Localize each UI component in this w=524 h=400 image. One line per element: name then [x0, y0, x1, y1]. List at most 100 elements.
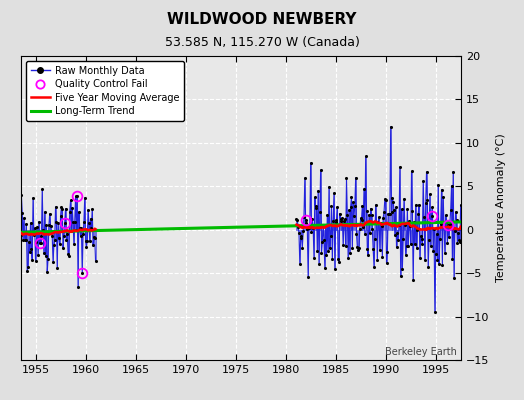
Point	[452, 216, 461, 223]
Point	[449, 168, 457, 175]
Point	[301, 175, 309, 181]
Text: WILDWOOD NEWBERY: WILDWOOD NEWBERY	[167, 12, 357, 27]
Point	[456, 239, 464, 246]
Point	[37, 240, 46, 246]
Point	[342, 175, 351, 182]
Point	[370, 236, 379, 242]
Point	[335, 258, 343, 265]
Point	[400, 196, 408, 202]
Point	[457, 215, 466, 221]
Point	[386, 210, 394, 217]
Point	[26, 220, 35, 226]
Point	[354, 247, 363, 254]
Point	[450, 275, 458, 281]
Point	[375, 214, 383, 220]
Point	[66, 209, 74, 215]
Point	[357, 217, 366, 223]
Point	[403, 206, 411, 213]
Point	[374, 219, 383, 226]
Point	[332, 217, 341, 224]
Point	[57, 213, 65, 220]
Point	[328, 256, 336, 262]
Point	[329, 218, 337, 224]
Point	[326, 232, 335, 239]
Point	[443, 240, 452, 246]
Point	[18, 210, 26, 216]
Point	[89, 242, 97, 248]
Point	[399, 236, 407, 243]
Point	[442, 219, 451, 225]
Point	[432, 230, 441, 237]
Point	[302, 217, 311, 224]
Point	[442, 212, 450, 218]
Point	[16, 232, 25, 238]
Point	[376, 220, 385, 226]
Point	[415, 201, 423, 208]
Point	[381, 196, 390, 203]
Point	[430, 226, 438, 232]
Point	[90, 234, 98, 240]
Point	[57, 204, 66, 210]
Point	[313, 248, 322, 254]
Point	[362, 153, 370, 160]
Point	[292, 216, 301, 222]
Point	[356, 215, 365, 222]
Point	[305, 224, 313, 231]
Point	[444, 222, 452, 228]
Point	[61, 219, 69, 226]
Point	[42, 222, 51, 228]
Point	[460, 216, 468, 222]
Point	[84, 207, 92, 213]
Point	[67, 197, 75, 204]
Point	[438, 186, 446, 193]
Point	[338, 215, 346, 221]
Point	[332, 219, 340, 226]
Point	[64, 250, 72, 257]
Point	[424, 264, 432, 270]
Point	[40, 250, 48, 256]
Point	[304, 274, 312, 280]
Point	[346, 249, 354, 256]
Point	[91, 258, 100, 265]
Point	[428, 204, 436, 210]
Point	[294, 224, 302, 230]
Point	[321, 222, 330, 228]
Point	[316, 167, 325, 173]
Point	[318, 239, 326, 245]
Point	[60, 233, 68, 240]
Point	[54, 235, 63, 241]
Point	[452, 208, 460, 215]
Point	[370, 263, 378, 270]
Point	[319, 221, 328, 228]
Point	[428, 212, 436, 219]
Point	[296, 261, 304, 267]
Point	[74, 284, 82, 290]
Point	[15, 194, 23, 200]
Point	[383, 248, 391, 255]
Point	[401, 222, 409, 229]
Point	[29, 195, 37, 201]
Point	[422, 169, 431, 175]
Point	[446, 207, 455, 213]
Point	[440, 224, 448, 230]
Point	[36, 233, 45, 239]
Point	[26, 248, 34, 255]
Point	[62, 237, 71, 243]
Point	[372, 202, 380, 208]
Point	[367, 212, 376, 218]
Point	[364, 252, 373, 258]
Point	[333, 204, 342, 210]
Point	[355, 245, 363, 252]
Point	[295, 230, 303, 236]
Point	[376, 247, 384, 253]
Point	[363, 246, 372, 253]
Point	[373, 218, 381, 225]
Point	[311, 204, 320, 211]
Point	[411, 202, 420, 208]
Point	[28, 257, 36, 264]
Point	[40, 209, 49, 215]
Legend: Raw Monthly Data, Quality Control Fail, Five Year Moving Average, Long-Term Tren: Raw Monthly Data, Quality Control Fail, …	[26, 61, 184, 121]
Point	[30, 225, 39, 232]
Point	[91, 235, 99, 242]
Point	[394, 236, 402, 243]
